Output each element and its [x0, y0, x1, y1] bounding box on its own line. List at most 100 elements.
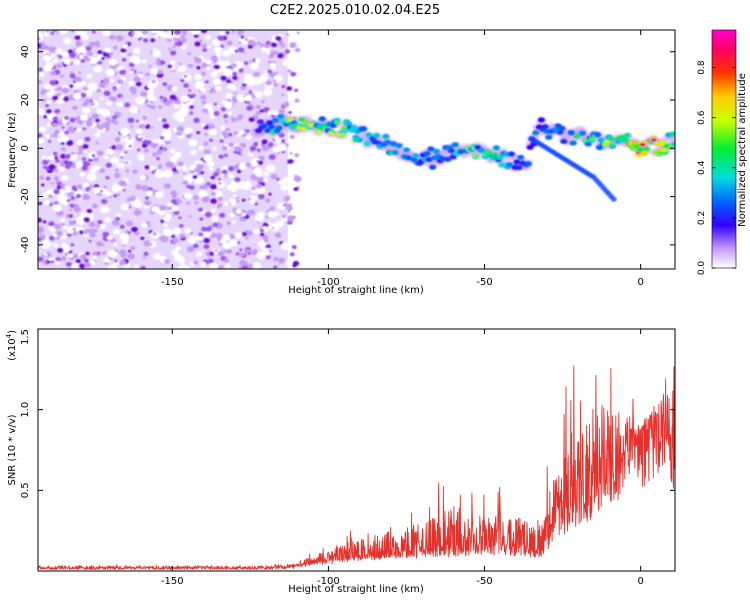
noise-speckle: [154, 170, 165, 178]
noise-speckle: [284, 49, 291, 54]
noise-speckle: [293, 187, 298, 192]
noise-speckle: [177, 265, 186, 269]
noise-speckle: [79, 55, 84, 59]
top-y-ticks: -40 -20 0 20 40: [20, 45, 675, 253]
noise-speckle: [85, 46, 92, 51]
ridge-peak: [650, 137, 657, 142]
noise-speckle: [254, 91, 263, 98]
noise-speckle: [225, 127, 231, 132]
noise-speckle: [106, 101, 113, 106]
ridge-blob: [363, 140, 371, 146]
noise-speckle: [71, 263, 81, 269]
noise-speckle: [203, 149, 211, 155]
noise-speckle: [45, 176, 51, 181]
noise-speckle: [133, 48, 141, 55]
noise-speckle: [196, 131, 201, 135]
noise-speckle: [290, 190, 295, 195]
noise-speckle: [159, 236, 166, 242]
noise-speckle: [253, 142, 259, 147]
noise-speckle: [218, 265, 225, 269]
noise-speckle: [124, 151, 128, 154]
noise-speckle: [169, 94, 177, 100]
noise-speckle: [215, 52, 222, 57]
noise-speckle: [96, 88, 102, 93]
ridge-blob: [266, 120, 274, 126]
noise-speckle: [221, 169, 228, 175]
noise-speckle: [223, 258, 229, 263]
noise-speckle: [146, 190, 153, 196]
ridge-blob: [541, 124, 549, 130]
noise-speckle: [158, 204, 167, 211]
noise-speckle: [48, 221, 55, 227]
noise-speckle: [193, 56, 198, 61]
ridge-blob: [584, 141, 592, 147]
ridge-blob: [389, 141, 397, 147]
noise-speckle: [204, 211, 212, 218]
noise-speckle: [75, 161, 84, 168]
noise-speckle: [129, 195, 136, 202]
noise-speckle: [75, 128, 82, 133]
noise-speckle: [194, 166, 202, 173]
noise-speckle: [39, 175, 45, 180]
noise-speckle: [112, 229, 121, 235]
noise-speckle: [121, 57, 127, 62]
noise-speckle: [200, 94, 207, 101]
noise-speckle: [92, 203, 99, 209]
noise-speckle: [204, 34, 212, 41]
noise-speckle: [61, 126, 65, 129]
noise-speckle: [224, 101, 233, 109]
noise-speckle: [68, 250, 73, 254]
noise-speckle: [83, 216, 91, 223]
noise-speckle: [38, 80, 43, 84]
noise-speckle: [231, 86, 237, 91]
noise-speckle: [234, 49, 238, 53]
noise-speckle: [141, 59, 147, 64]
noise-speckle: [223, 114, 229, 119]
noise-speckle: [73, 253, 79, 259]
noise-speckle: [218, 154, 224, 159]
noise-speckle: [64, 153, 71, 159]
noise-speckle: [88, 228, 94, 233]
noise-speckle: [294, 135, 299, 140]
noise-speckle: [74, 81, 83, 88]
noise-speckle: [194, 160, 200, 165]
noise-speckle: [82, 193, 91, 201]
noise-speckle: [211, 215, 219, 222]
y-tick-label: 0: [20, 145, 31, 151]
noise-speckle: [238, 162, 247, 170]
noise-speckle: [135, 184, 142, 190]
noise-speckle: [213, 111, 220, 116]
noise-speckle: [102, 51, 110, 57]
colorbar-label: Normalized spectral amplitude: [737, 73, 748, 227]
noise-speckle: [100, 206, 110, 214]
noise-speckle: [80, 92, 87, 98]
noise-speckle: [198, 160, 204, 165]
noise-speckle: [78, 71, 82, 74]
noise-speckle: [244, 181, 252, 187]
ridge-peak: [328, 131, 335, 136]
noise-speckle: [236, 133, 241, 137]
noise-speckle: [75, 216, 86, 225]
noise-speckle: [174, 100, 181, 105]
noise-speckle: [162, 228, 173, 237]
noise-speckle: [48, 194, 53, 198]
noise-speckle: [231, 30, 236, 33]
noise-speckle: [93, 184, 100, 189]
noise-speckle: [138, 123, 146, 129]
noise-speckle: [254, 202, 259, 206]
noise-speckle: [234, 232, 243, 239]
ridge-blob: [517, 154, 525, 160]
noise-speckle: [217, 196, 223, 202]
bottom-y-ticks: 0.5 1.0 1.5: [20, 328, 675, 498]
noise-speckle: [194, 201, 199, 205]
noise-speckle: [110, 118, 117, 124]
noise-speckle: [52, 204, 62, 212]
noise-speckle: [69, 84, 74, 88]
noise-speckle: [246, 105, 253, 111]
noise-speckle: [170, 50, 177, 56]
noise-speckle: [182, 166, 188, 172]
noise-speckle: [43, 115, 48, 119]
ridge-blob: [384, 139, 392, 145]
noise-speckle: [286, 195, 291, 198]
noise-speckle: [209, 138, 213, 142]
